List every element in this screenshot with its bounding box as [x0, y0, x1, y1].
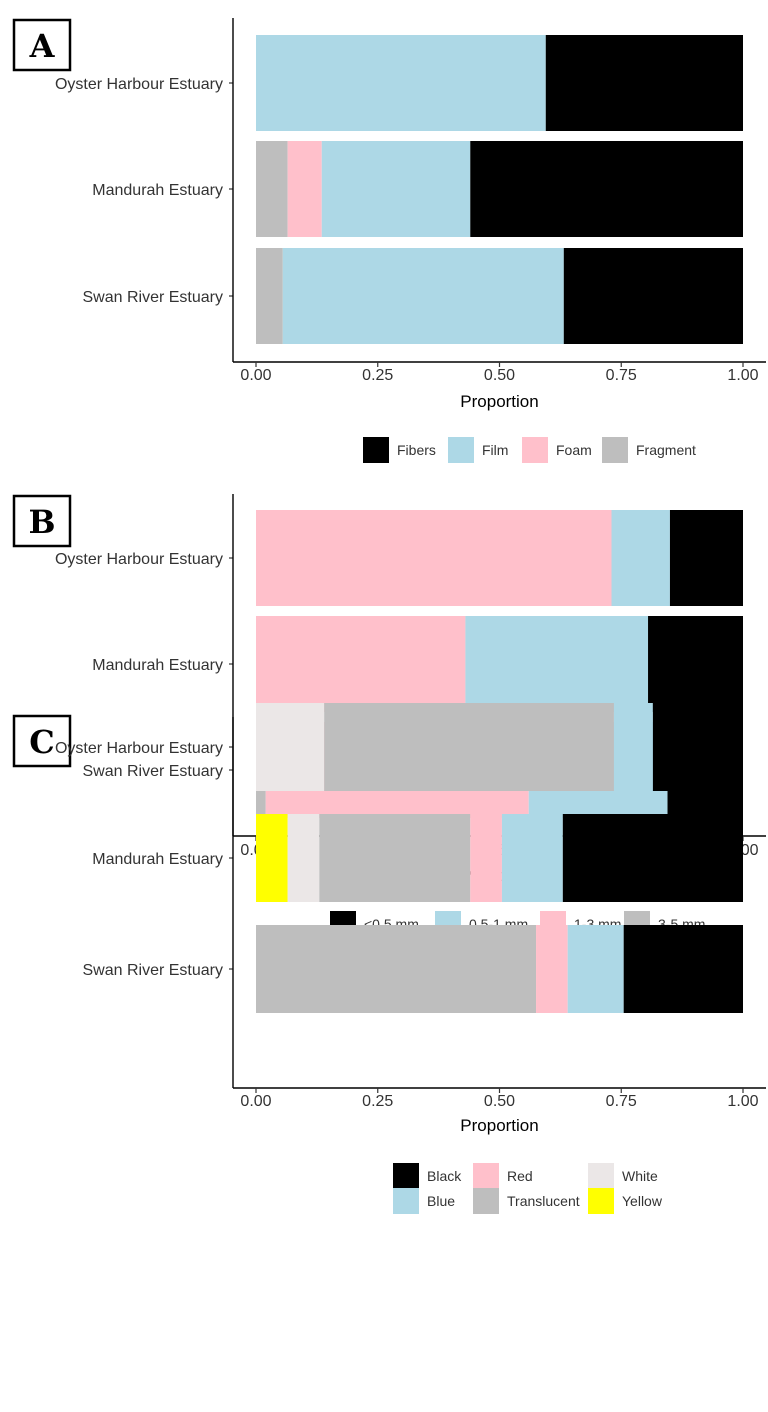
category-label: Oyster Harbour Estuary	[55, 740, 223, 757]
bar-swan-river-estuary-black	[623, 925, 743, 1013]
category-label: Swan River Estuary	[83, 962, 224, 979]
bar-mandurah-estuary-white	[287, 814, 320, 902]
bar-swan-river-estuary-translucent	[256, 925, 537, 1013]
panel-badge: C	[12, 714, 72, 768]
bar-swan-river-estuary-fragment	[256, 248, 283, 344]
x-tick-label: 0.25	[362, 1093, 393, 1110]
panel-badge-frame	[12, 18, 72, 72]
legend: Black Red White Blue Translucent Yellow	[393, 1163, 663, 1214]
bar-oyster-harbour-estuary-fibers	[545, 35, 743, 131]
bar-oyster-harbour-estuary-0-5-1-mm	[611, 510, 670, 606]
legend-swatch-fibers	[363, 437, 389, 463]
panel-badge: A	[12, 18, 72, 72]
bar-swan-river-estuary-blue	[567, 925, 624, 1013]
legend: Fibers Film Foam Fragment	[363, 437, 696, 463]
x-tick-label: 0.75	[606, 1093, 637, 1110]
legend-label-translucent: Translucent	[507, 1193, 580, 1209]
bar-swan-river-estuary-fibers	[563, 248, 743, 344]
panel-a: A Oyster Harbour Estuary Mandurah Estuary S…	[12, 18, 766, 463]
bar-mandurah-estuary-yellow	[256, 814, 288, 902]
bar-mandurah-estuary-fragment	[256, 141, 288, 237]
x-tick-label: 0.75	[606, 367, 637, 384]
legend-label-yellow: Yellow	[622, 1193, 663, 1209]
x-tick-label: 1.00	[727, 1093, 758, 1110]
bar-oyster-harbour-estuary-1-3-mm	[256, 510, 612, 606]
legend-swatch-white	[588, 1163, 614, 1189]
bars	[256, 510, 743, 818]
legend-label-blue: Blue	[427, 1193, 455, 1209]
legend-label-fragment: Fragment	[636, 442, 696, 458]
legend-swatch-yellow	[588, 1188, 614, 1214]
bar-mandurah-estuary-foam	[287, 141, 322, 237]
bar-oyster-harbour-estuary-translucent	[324, 703, 614, 791]
bar-mandurah-estuary-fibers	[470, 141, 743, 237]
x-tick-label: 1.00	[727, 367, 758, 384]
legend-label-white: White	[622, 1168, 658, 1184]
bar-mandurah-estuary-film	[321, 141, 471, 237]
legend-swatch-black	[393, 1163, 419, 1189]
bar-mandurah-estuary-blue	[501, 814, 563, 902]
legend-swatch-translucent	[473, 1188, 499, 1214]
legend-label-fibers: Fibers	[397, 442, 436, 458]
bar-oyster-harbour-estuary-black	[652, 703, 743, 791]
bar-mandurah-estuary-1-3-mm	[256, 616, 466, 712]
legend-swatch-red	[473, 1163, 499, 1189]
category-label: Mandurah Estuary	[92, 851, 223, 868]
panel-badge-frame	[12, 494, 72, 548]
legend-label-foam: Foam	[556, 442, 592, 458]
bar-swan-river-estuary-film	[282, 248, 564, 344]
panel-badge-frame	[12, 714, 72, 768]
bar-mandurah-estuary-black	[562, 814, 743, 902]
bars	[256, 703, 743, 1013]
x-tick-label: 0.50	[484, 1093, 515, 1110]
panel-letter: C	[29, 723, 54, 761]
bar-oyster-harbour-estuary-white	[256, 703, 325, 791]
bar-mandurah-estuary-0-5-1-mm	[465, 616, 649, 712]
panel-badge: B	[12, 494, 72, 548]
x-axis-label: Proportion	[460, 1116, 538, 1135]
bar-oyster-harbour-estuary-0-5-mm	[669, 510, 743, 606]
bar-swan-river-estuary-red	[536, 925, 568, 1013]
category-label: Oyster Harbour Estuary	[55, 76, 223, 93]
bar-oyster-harbour-estuary-blue	[613, 703, 653, 791]
x-axis-label: Proportion	[460, 392, 538, 411]
legend-swatch-fragment	[602, 437, 628, 463]
panel-letter: B	[28, 503, 55, 541]
legend-swatch-film	[448, 437, 474, 463]
legend-label-black: Black	[427, 1168, 462, 1184]
bar-mandurah-estuary-translucent	[319, 814, 471, 902]
category-label: Mandurah Estuary	[92, 182, 223, 199]
legend-label-film: Film	[482, 442, 508, 458]
category-label: Swan River Estuary	[83, 289, 224, 306]
bars	[256, 35, 743, 344]
bar-mandurah-estuary-red	[470, 814, 502, 902]
bar-mandurah-estuary-0-5-mm	[648, 616, 743, 712]
panel-c: C Oyster Harbour Estuary Mandurah Estuary S…	[12, 703, 766, 1214]
legend-label-red: Red	[507, 1168, 533, 1184]
category-label: Mandurah Estuary	[92, 657, 223, 674]
bar-oyster-harbour-estuary-film	[256, 35, 546, 131]
category-label: Oyster Harbour Estuary	[55, 551, 223, 568]
x-tick-label: 0.50	[484, 367, 515, 384]
category-label: Swan River Estuary	[83, 763, 224, 780]
legend-swatch-blue	[393, 1188, 419, 1214]
legend-swatch-foam	[522, 437, 548, 463]
panel-letter: A	[29, 27, 56, 65]
x-tick-label: 0.00	[240, 1093, 271, 1110]
x-tick-label: 0.25	[362, 367, 393, 384]
x-tick-label: 0.00	[240, 367, 271, 384]
